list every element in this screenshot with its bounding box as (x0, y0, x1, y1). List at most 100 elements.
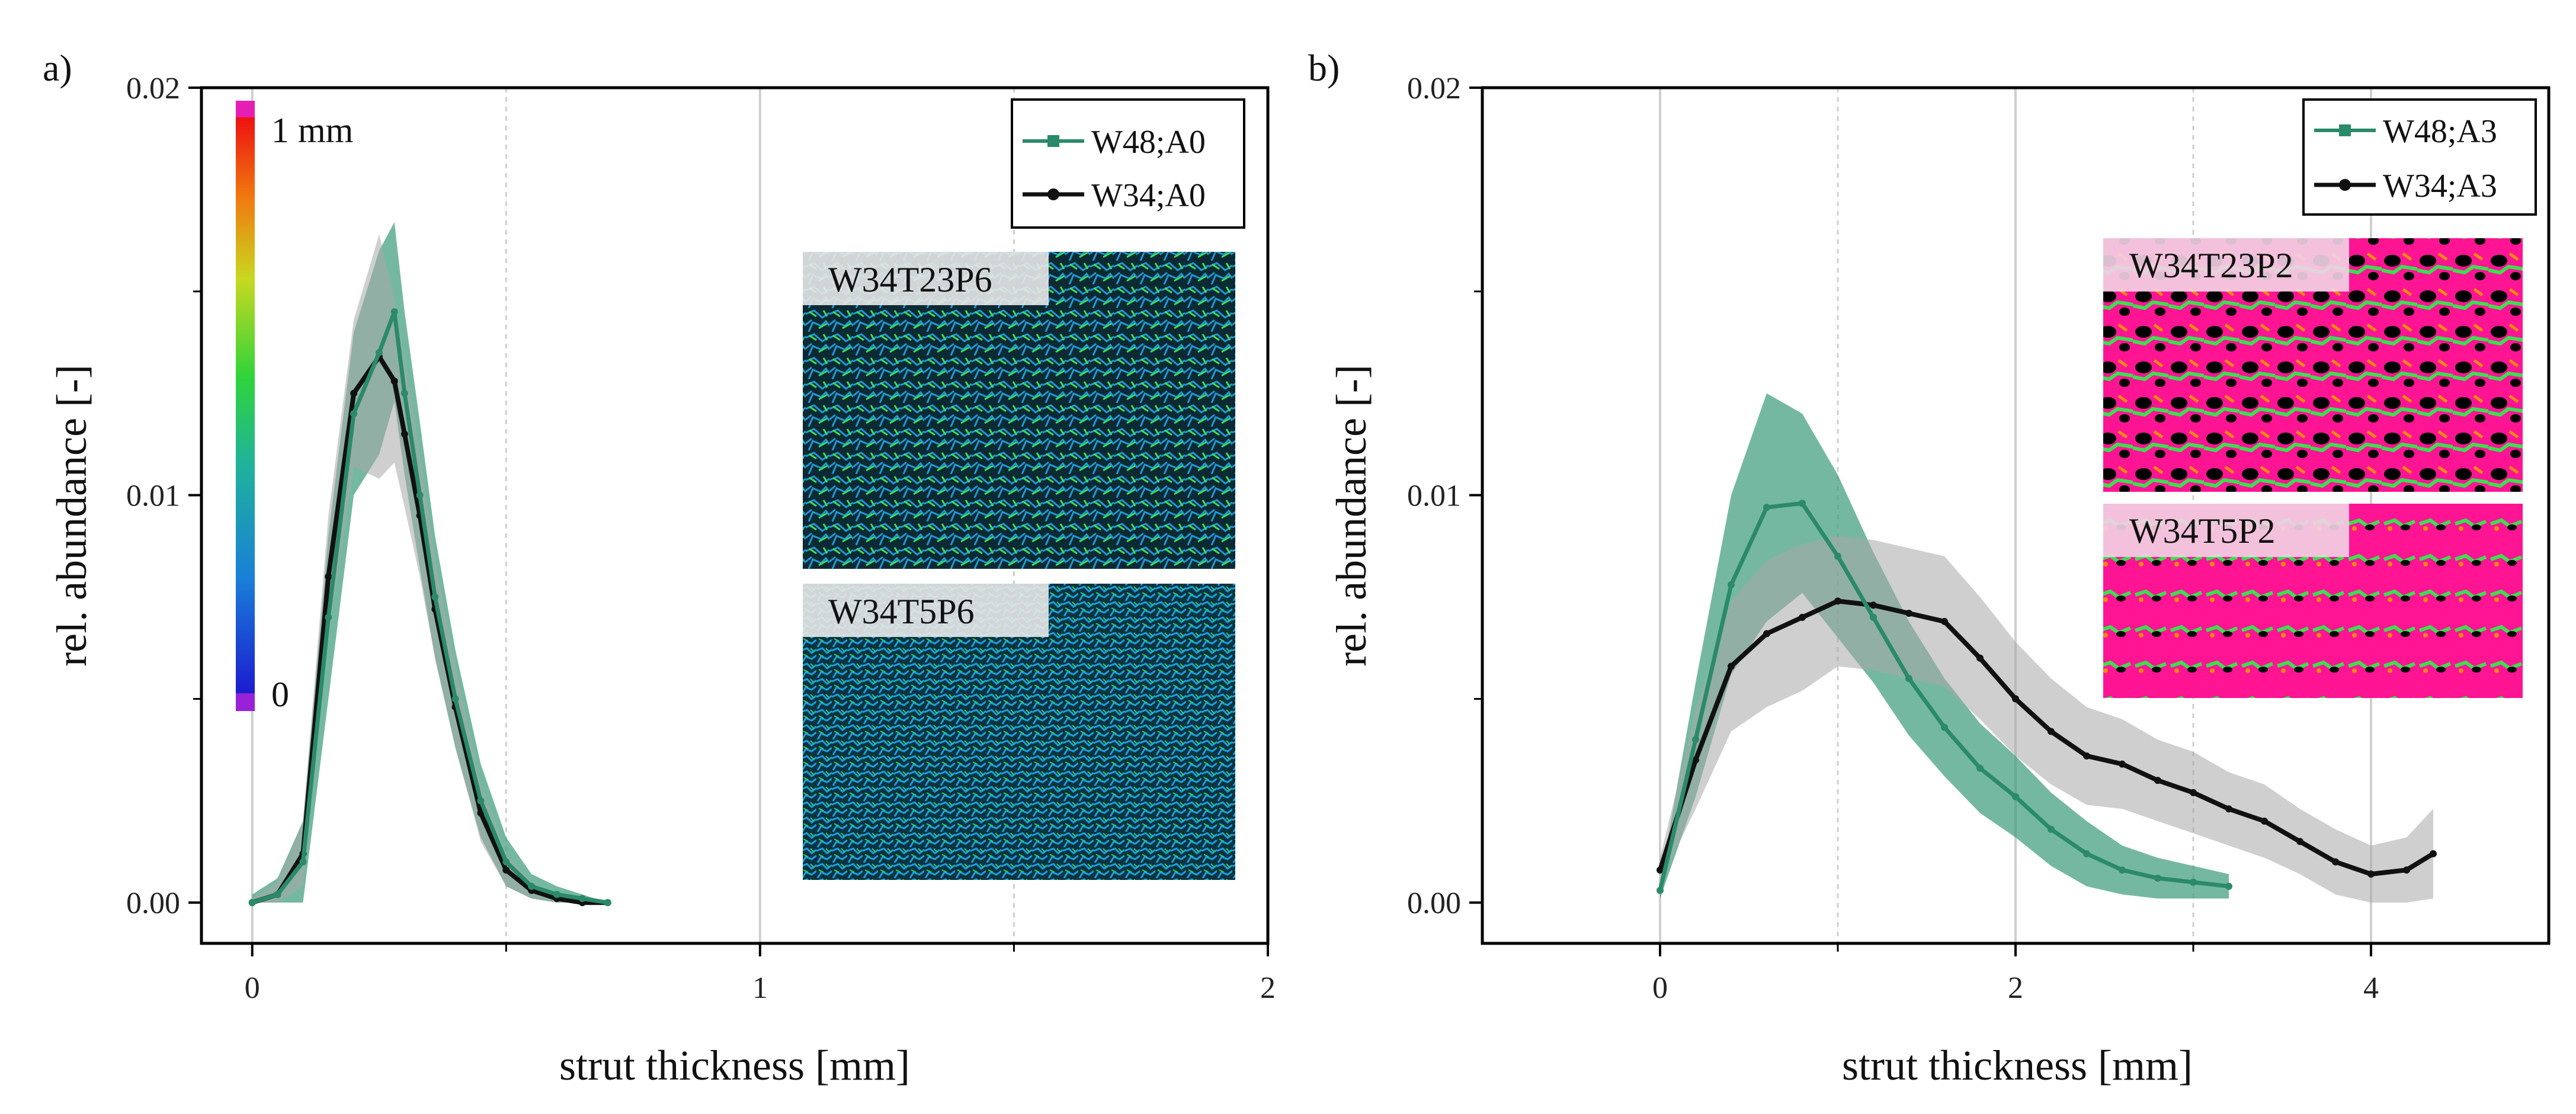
data-point-w48a0-10 (451, 695, 459, 703)
inset-label-w34t23p6: W34T23P6 (828, 260, 992, 299)
inset-label-bg-w34t23p2 (2103, 238, 2349, 292)
data-point-w34a3-19 (2332, 858, 2339, 866)
data-point-w34a3-1 (1692, 756, 1699, 764)
data-point-w34a3-15 (2190, 789, 2197, 796)
colorbar: 1 mm 0 (236, 101, 353, 714)
y-tick-label-2: 0.02 (126, 72, 180, 105)
data-point-w48a0-4 (350, 410, 358, 418)
panel-a-ticks: 0 1 2 0.00 0.01 0.02 (126, 72, 1276, 1005)
inset-label-bg-w34t5p2 (2103, 504, 2349, 557)
data-point-w48a0-1 (274, 891, 281, 898)
x-tick-label-0: 0 (245, 971, 260, 1005)
data-point-w48a3-14 (2154, 874, 2161, 882)
data-point-w48a0-16 (604, 899, 611, 907)
data-point-w34a0-4 (350, 389, 358, 397)
data-point-w34a3-17 (2261, 817, 2268, 825)
inset-label-w34t5p6: W34T5P6 (828, 592, 975, 631)
data-point-w34a3-9 (1976, 654, 1984, 662)
data-point-w34a3-5 (1834, 597, 1841, 605)
panel-a-inset-1: W34T23P6 (803, 252, 1235, 569)
data-point-w48a0-3 (325, 613, 332, 621)
inset-label-bg-w34t5p6 (803, 584, 1049, 637)
data-point-w48a3-10 (2012, 793, 2019, 801)
data-point-w34a3-7 (1905, 610, 1912, 617)
data-point-w34a3-16 (2225, 805, 2232, 813)
data-point-w34a3-21 (2403, 866, 2410, 874)
y-tick-label-0: 0.00 (126, 886, 180, 920)
data-point-w48a3-7 (1905, 675, 1912, 683)
x-tick-label-0: 0 (1652, 971, 1668, 1005)
data-point-w34a3-13 (2119, 760, 2126, 768)
panel-b-lines (1657, 500, 2437, 894)
data-point-w48a0-11 (477, 797, 485, 805)
data-point-w48a0-0 (248, 899, 256, 907)
inset-label-w34t23p2: W34T23P2 (2129, 246, 2293, 285)
data-point-w48a3-5 (1834, 552, 1841, 560)
data-point-w48a3-2 (1728, 581, 1735, 588)
panel-b-legend-box (2302, 98, 2537, 216)
x-tick-label-2: 2 (1260, 971, 1276, 1005)
data-point-w48a3-4 (1799, 500, 1806, 507)
panel-a-plot-frame (200, 86, 1270, 945)
data-point-w34a3-0 (1657, 866, 1664, 874)
data-point-w48a3-16 (2225, 882, 2232, 890)
colorbar-top-cap (236, 101, 255, 119)
legend-label-w34a3: W34;A3 (2383, 168, 2497, 204)
inset-label-bg-w34t23p6 (803, 252, 1049, 305)
data-point-w34a3-20 (2367, 870, 2375, 878)
panel-b-ylabel: rel. abundance [-] (1328, 364, 1375, 667)
data-point-w34a0-6 (390, 377, 398, 385)
data-point-w48a0-13 (528, 882, 536, 890)
data-point-w48a0-7 (401, 389, 408, 397)
panel-a-legend: W48;A0 W34;A0 (1011, 98, 1245, 229)
colorbar-gradient (236, 117, 255, 694)
data-point-w34a3-3 (1763, 630, 1770, 638)
legend-marker-w48a3 (2339, 124, 2351, 136)
x-tick-label-1: 2 (2008, 971, 2023, 1005)
data-point-w48a0-15 (578, 895, 586, 902)
data-point-w34a3-4 (1799, 613, 1806, 621)
data-point-w48a3-11 (2048, 825, 2055, 833)
panel-a: 0 1 2 0.00 0.01 0.02 1 mm 0 W48;A0 W34;A0 W34… (48, 72, 1276, 1089)
legend-marker-w34a0 (1047, 188, 1059, 200)
panel-a-legend-box (1011, 98, 1245, 229)
data-point-w48a3-12 (2083, 850, 2090, 857)
data-point-w48a0-5 (376, 348, 383, 356)
data-point-w34a3-11 (2048, 728, 2055, 735)
panel-b-xlabel: strut thickness [mm] (1842, 1042, 2193, 1089)
data-point-w48a0-14 (553, 891, 560, 898)
y-tick-label-1: 0.01 (126, 479, 180, 513)
data-point-w34a3-14 (2154, 776, 2161, 784)
data-point-w34a0-12 (502, 866, 510, 874)
colorbar-top-label: 1 mm (271, 111, 353, 150)
data-point-w34a0-7 (401, 430, 408, 438)
data-point-w48a3-3 (1763, 504, 1770, 511)
y-tick-label-1: 0.01 (1407, 479, 1461, 513)
data-point-w48a3-1 (1692, 736, 1699, 744)
data-point-w48a0-8 (416, 491, 424, 499)
inset-label-w34t5p2: W34T5P2 (2129, 511, 2276, 550)
band-w48a3 (1660, 393, 2229, 899)
panel-label-a: a) (43, 47, 72, 89)
panel-a-inset-2: W34T5P6 (803, 584, 1235, 880)
y-tick-label-0: 0.00 (1407, 886, 1461, 920)
data-point-w48a3-9 (1976, 764, 1984, 772)
y-tick-label-2: 0.02 (1407, 72, 1461, 105)
data-point-w48a3-15 (2190, 878, 2197, 886)
legend-marker-w34a3 (2339, 179, 2351, 191)
panel-label-b: b) (1308, 47, 1340, 89)
data-point-w48a0-12 (502, 858, 510, 866)
data-point-w34a0-11 (477, 809, 485, 817)
x-tick-label-2: 4 (2363, 971, 2379, 1005)
panel-a-lines (248, 308, 611, 907)
data-point-w34a3-10 (2012, 695, 2019, 703)
panel-a-xlabel: strut thickness [mm] (559, 1042, 910, 1089)
data-point-w48a0-2 (299, 858, 307, 866)
data-point-w34a3-18 (2296, 838, 2303, 846)
data-point-w48a3-0 (1657, 886, 1664, 894)
data-point-w34a3-8 (1941, 617, 1948, 625)
data-point-w34a3-2 (1728, 662, 1735, 670)
legend-label-w34a0: W34;A0 (1091, 177, 1206, 214)
panel-b-inset-2: W34T5P2 (2103, 504, 2523, 698)
